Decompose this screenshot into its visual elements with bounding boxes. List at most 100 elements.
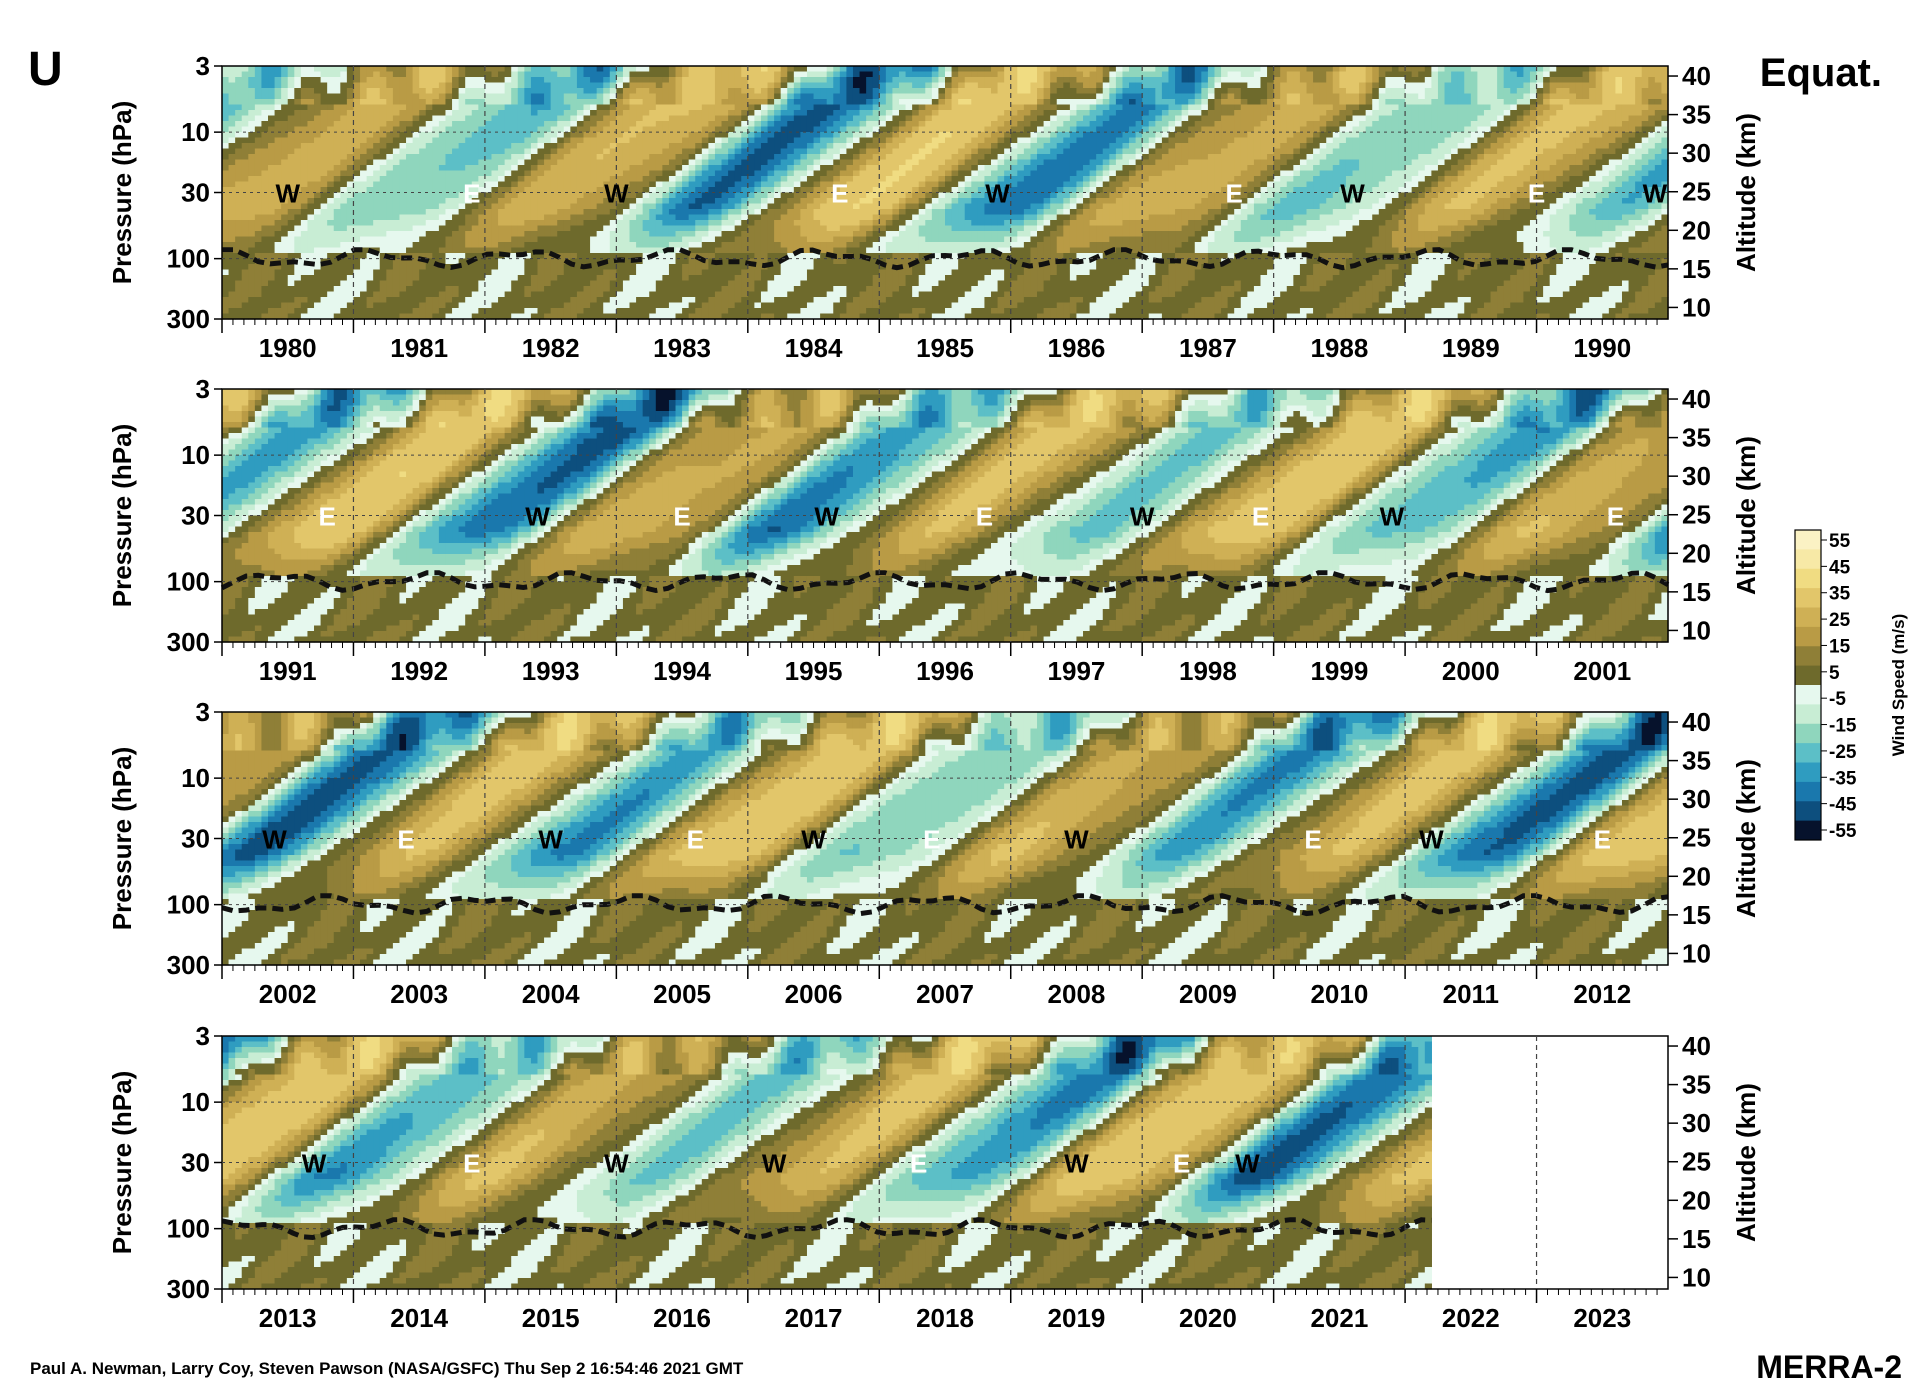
wind-cell <box>340 104 348 111</box>
wind-cell <box>1319 82 1327 89</box>
wind-cell <box>655 71 663 78</box>
wind-cell <box>984 187 992 194</box>
wind-cell <box>1661 132 1669 139</box>
wind-cell <box>839 88 848 95</box>
wind-cell <box>1168 115 1176 122</box>
wind-cell <box>879 159 887 166</box>
wind-cell <box>675 154 683 161</box>
wind-cell <box>997 187 1005 194</box>
wind-cell <box>1352 110 1360 117</box>
wind-cell <box>1437 71 1446 78</box>
wind-cell <box>1405 148 1413 155</box>
wind-cell <box>1595 170 1603 177</box>
wind-cell <box>977 121 986 128</box>
wind-cell <box>452 176 460 183</box>
wind-cell <box>1483 181 1492 188</box>
wind-cell <box>958 187 966 194</box>
wind-cell <box>787 181 795 188</box>
wind-cell <box>1516 148 1524 155</box>
wind-cell <box>498 159 506 166</box>
wind-cell <box>951 181 959 188</box>
wind-cell <box>885 110 894 117</box>
wind-cell <box>747 71 755 78</box>
wind-cell <box>938 154 946 161</box>
wind-cell <box>1424 121 1432 128</box>
wind-cell <box>826 159 834 166</box>
wind-cell <box>570 154 578 161</box>
wind-cell <box>248 143 256 150</box>
wind-cell <box>1510 115 1518 122</box>
wind-cell <box>1661 110 1669 117</box>
wind-cell <box>1286 82 1294 89</box>
wind-cell <box>1378 66 1386 73</box>
wind-cell <box>1319 143 1327 150</box>
wind-cell <box>1240 99 1248 106</box>
wind-cell <box>1431 77 1439 84</box>
wind-cell <box>228 154 236 161</box>
wind-cell <box>1490 88 1498 95</box>
wind-cell <box>222 143 230 150</box>
wind-cell <box>1595 132 1603 139</box>
wind-cell <box>655 176 663 183</box>
wind-cell <box>885 115 894 122</box>
wind-cell <box>682 143 690 150</box>
wind-cell <box>964 187 972 194</box>
wind-cell <box>484 88 493 95</box>
wind-cell <box>1615 104 1623 111</box>
wind-cell <box>1056 126 1064 133</box>
wind-cell <box>294 115 302 122</box>
wind-cell <box>662 148 670 155</box>
wind-cell <box>741 77 749 84</box>
wind-cell <box>1089 104 1097 111</box>
wind-cell <box>491 88 499 95</box>
wind-cell <box>1142 121 1150 128</box>
wind-cell <box>1142 187 1150 194</box>
wind-cell <box>1247 77 1255 84</box>
wind-cell <box>1319 104 1327 111</box>
wind-cell <box>1628 82 1636 89</box>
wind-cell <box>984 159 992 166</box>
wind-cell <box>1240 176 1248 183</box>
wind-cell <box>557 77 565 84</box>
wind-cell <box>287 88 295 95</box>
wind-cell <box>1615 126 1623 133</box>
wind-cell <box>1385 115 1393 122</box>
wind-cell <box>314 165 322 172</box>
wind-cell <box>925 137 933 144</box>
wind-cell <box>419 110 427 117</box>
wind-cell <box>1299 126 1308 133</box>
wind-cell <box>576 110 585 117</box>
wind-cell <box>1437 115 1446 122</box>
wind-cell <box>918 71 926 78</box>
wind-cell <box>399 77 407 84</box>
wind-cell <box>1516 126 1524 133</box>
wind-cell <box>655 110 663 117</box>
wind-cell <box>1313 93 1321 100</box>
wind-cell <box>688 176 696 183</box>
wind-cell <box>1483 71 1492 78</box>
wind-cell <box>248 137 256 144</box>
wind-cell <box>1037 159 1045 166</box>
wind-cell <box>898 159 907 166</box>
wind-cell <box>609 187 617 194</box>
wind-cell <box>688 165 696 172</box>
wind-cell <box>951 132 959 139</box>
wind-cell <box>1615 176 1623 183</box>
wind-cell <box>241 165 249 172</box>
wind-cell <box>1043 154 1051 161</box>
wind-cell <box>806 126 815 133</box>
wind-cell <box>524 66 532 73</box>
wind-cell <box>1536 165 1544 172</box>
wind-cell <box>721 93 729 100</box>
wind-cell <box>425 165 433 172</box>
wind-cell <box>353 110 361 117</box>
wind-cell <box>1280 110 1288 117</box>
wind-cell <box>1010 121 1018 128</box>
wind-cell <box>346 93 355 100</box>
wind-cell <box>281 187 289 194</box>
wind-cell <box>287 137 295 144</box>
wind-cell <box>1398 93 1406 100</box>
wind-cell <box>1161 115 1170 122</box>
wind-cell <box>484 170 493 177</box>
wind-cell <box>1076 121 1084 128</box>
